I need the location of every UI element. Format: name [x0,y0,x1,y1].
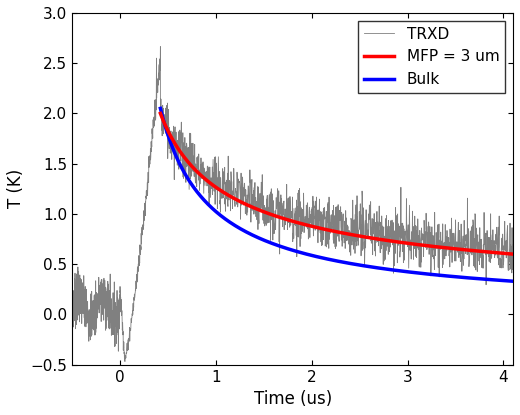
TRXD [510,242,516,247]
Bulk [365,264,371,269]
Bulk [157,106,163,111]
Line: TRXD: TRXD [72,46,513,361]
Bulk [423,271,429,276]
Y-axis label: T (K): T (K) [7,169,25,208]
Bulk [219,215,226,220]
TRXD [191,174,197,179]
Line: Bulk: Bulk [160,108,513,281]
Bulk [248,232,254,237]
TRXD [122,359,128,364]
MFP = 3 um [423,243,429,248]
X-axis label: Time (us): Time (us) [254,390,332,408]
TRXD [69,282,75,287]
Bulk [510,279,516,284]
Bulk [393,268,399,273]
MFP = 3 um [393,239,399,244]
MFP = 3 um [219,189,226,194]
TRXD [468,231,474,236]
MFP = 3 um [248,204,254,209]
TRXD [257,196,264,201]
TRXD [157,44,163,49]
MFP = 3 um [510,251,516,256]
Bulk [317,255,323,260]
Line: MFP = 3 um: MFP = 3 um [160,113,513,254]
TRXD [150,122,156,127]
MFP = 3 um [317,226,323,231]
MFP = 3 um [157,111,163,116]
TRXD [70,313,76,318]
Legend: TRXD, MFP = 3 um, Bulk: TRXD, MFP = 3 um, Bulk [358,21,505,93]
TRXD [198,156,204,161]
MFP = 3 um [365,235,371,240]
